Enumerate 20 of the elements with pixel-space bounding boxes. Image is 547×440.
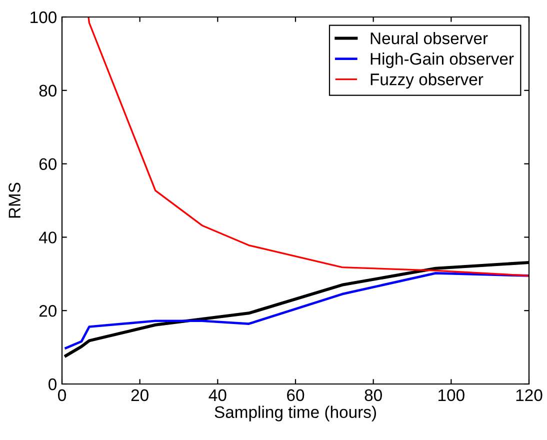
legend-label: Neural observer [370,32,488,44]
line-series [88,17,529,277]
x-tick-label: 100 [438,389,464,402]
y-tick-label: 40 [38,232,56,244]
x-axis-title: Sampling time (hours) [214,406,376,422]
legend-label: Fuzzy observer [370,73,484,89]
x-tick-label: 80 [364,389,382,402]
legend-label: High-Gain observer [370,52,514,68]
x-tick-label: 120 [516,389,542,402]
x-tick-label: 40 [208,389,226,402]
y-tick-label: 20 [39,305,56,317]
y-tick-label: 0 [48,378,56,390]
x-tick-label: 0 [58,389,66,402]
x-tick-label: 20 [131,389,148,402]
y-axis-title: RMS [8,182,20,218]
y-tick-label: 100 [30,11,56,24]
x-tick-label: 60 [287,389,304,402]
y-tick-label: 80 [39,84,56,97]
y-tick-label: 60 [39,158,56,170]
line-series [64,272,529,350]
